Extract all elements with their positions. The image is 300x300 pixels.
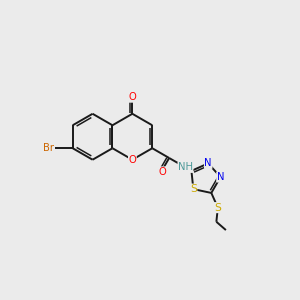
Text: N: N bbox=[205, 158, 212, 168]
Text: O: O bbox=[128, 92, 136, 102]
Text: S: S bbox=[190, 184, 197, 194]
Text: Br: Br bbox=[43, 143, 54, 153]
Text: O: O bbox=[128, 155, 136, 165]
Text: NH: NH bbox=[178, 162, 193, 172]
Text: N: N bbox=[217, 172, 224, 182]
Text: O: O bbox=[159, 167, 167, 177]
Text: S: S bbox=[214, 202, 221, 213]
